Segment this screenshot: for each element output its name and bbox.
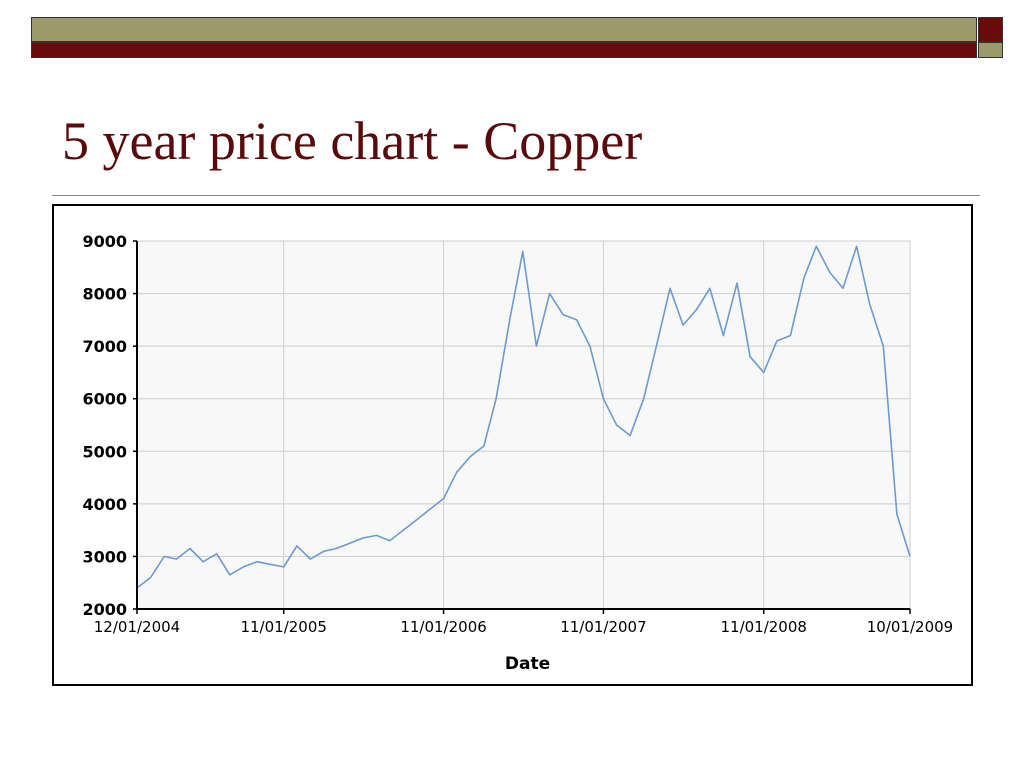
y-tick-label: 6000 [82,390,127,409]
header-square-olive [978,42,1003,58]
title-divider [52,195,980,196]
x-axis-label: Date [505,654,550,674]
x-axis-ticks: 12/01/2004 11/01/2005 11/01/2006 11/01/2007… [94,609,953,636]
slide-title: 5 year price chart - Copper [62,111,643,171]
x-tick-label: 12/01/2004 [94,618,180,636]
x-tick-label: 10/01/2009 [867,618,953,636]
y-tick-label: 5000 [82,442,127,461]
y-tick-label: 2000 [82,600,127,619]
x-tick-label: 11/01/2008 [720,618,806,636]
y-axis-ticks: 2000 3000 4000 5000 6000 7000 8000 9000 [82,232,137,619]
header-square-maroon [978,17,1003,42]
y-tick-label: 9000 [82,232,127,251]
y-tick-label: 8000 [82,285,127,304]
x-tick-label: 11/01/2007 [560,618,646,636]
series-line [136,245,911,589]
copper-price-chart: 2000 3000 4000 5000 6000 7000 8000 9000 12/01/2… [82,232,953,674]
x-tick-label: 11/01/2005 [240,618,326,636]
plot-area [137,241,910,609]
y-tick-label: 4000 [82,495,127,514]
header-band-maroon [31,42,977,58]
y-tick-label: 7000 [82,337,127,356]
y-tick-label: 3000 [82,547,127,566]
header-band-olive [31,17,977,42]
x-tick-label: 11/01/2006 [400,618,486,636]
